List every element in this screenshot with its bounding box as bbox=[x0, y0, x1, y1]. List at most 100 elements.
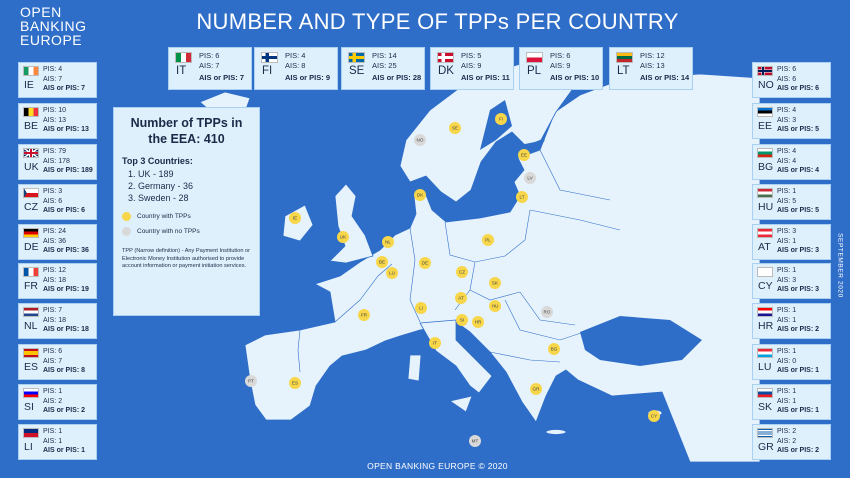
marker-code: DK bbox=[417, 193, 424, 198]
stat-label: AIS: bbox=[777, 116, 791, 124]
country-marker bbox=[449, 122, 461, 134]
marker-code: BE bbox=[379, 260, 385, 265]
country-marker bbox=[495, 113, 507, 125]
country-card: LT PIS: 12 AIS: 13 AIS or PIS: 14 bbox=[609, 47, 693, 90]
stat-value: 10 bbox=[58, 107, 66, 114]
stat-line: PIS: 6 bbox=[199, 51, 219, 60]
stat-value: 36 bbox=[58, 237, 66, 245]
marker-code: DE bbox=[422, 261, 428, 266]
flag bbox=[23, 228, 39, 238]
country-code: LI bbox=[24, 441, 33, 453]
stat-line: AIS: 6 bbox=[777, 76, 796, 83]
flag bbox=[757, 188, 773, 198]
stat-label: AIS: bbox=[43, 116, 57, 124]
country-marker bbox=[541, 306, 553, 318]
stat-line: AIS or PIS: 14 bbox=[640, 73, 689, 82]
stat-label: AIS: bbox=[43, 197, 57, 205]
stat-label: PIS: bbox=[777, 267, 791, 274]
stat-line: AIS or PIS: 8 bbox=[43, 367, 85, 374]
stat-line: AIS: 0 bbox=[777, 358, 796, 365]
legend-label: Country with TPPs bbox=[137, 213, 191, 220]
country-code: GR bbox=[758, 441, 774, 453]
stat-label: PIS: bbox=[285, 51, 300, 60]
stat-line: AIS: 7 bbox=[43, 76, 62, 83]
marker-code: IT bbox=[433, 341, 437, 346]
stat-value: 1 bbox=[792, 267, 797, 274]
stat-value: 3 bbox=[815, 247, 820, 254]
stat-value: 25 bbox=[388, 61, 397, 70]
legend-swatch bbox=[122, 212, 131, 221]
country-code: EE bbox=[758, 120, 773, 132]
summary-heading: Number of TPPs in the EEA: 410 bbox=[130, 116, 243, 146]
country-marker bbox=[245, 375, 257, 387]
stat-label: AIS or PIS: bbox=[777, 85, 814, 92]
country-marker bbox=[386, 267, 398, 279]
stat-value: 6 bbox=[58, 348, 63, 355]
stat-label: PIS: bbox=[777, 428, 791, 435]
stat-value: 9 bbox=[477, 61, 482, 70]
stat-label: AIS: bbox=[199, 61, 214, 70]
marker-code: ES bbox=[292, 381, 298, 386]
country-code: FR bbox=[24, 280, 38, 292]
stat-line: AIS: 7 bbox=[43, 358, 62, 365]
stat-line: PIS: 4 bbox=[285, 51, 305, 60]
stat-label: PIS: bbox=[43, 228, 57, 235]
stat-value: 178 bbox=[58, 157, 70, 165]
stat-line: PIS: 10 bbox=[43, 107, 66, 114]
stat-value: 6 bbox=[215, 51, 220, 60]
stat-label: AIS or PIS: bbox=[777, 367, 814, 374]
country-code: IT bbox=[176, 65, 187, 77]
top-title: Top 3 Countries: bbox=[122, 156, 193, 166]
crete bbox=[545, 429, 567, 435]
country-code: FI bbox=[262, 65, 273, 77]
stat-line: AIS: 13 bbox=[640, 61, 665, 70]
country-marker bbox=[518, 149, 530, 161]
stat-label: PIS: bbox=[640, 51, 655, 60]
stat-line: AIS or PIS: 2 bbox=[43, 407, 85, 414]
country-marker bbox=[456, 266, 468, 278]
stat-line: AIS: 2 bbox=[43, 398, 62, 405]
stat-line: AIS or PIS: 1 bbox=[777, 407, 819, 414]
stat-label: PIS: bbox=[777, 148, 791, 155]
stat-line: PIS: 24 bbox=[43, 228, 66, 235]
stat-line: PIS: 2 bbox=[777, 428, 796, 435]
stat-label: AIS or PIS: bbox=[43, 367, 80, 374]
country-code: BE bbox=[24, 120, 39, 132]
stat-line: AIS: 13 bbox=[43, 117, 66, 124]
stat-line: PIS: 7 bbox=[43, 307, 62, 314]
marker-code: SE bbox=[452, 126, 458, 131]
stat-label: AIS or PIS: bbox=[640, 73, 679, 82]
stat-value: 14 bbox=[388, 51, 397, 60]
flag bbox=[437, 52, 454, 63]
flag bbox=[23, 188, 39, 198]
flag bbox=[23, 307, 39, 317]
stat-label: PIS: bbox=[777, 188, 791, 195]
country-card: CZ PIS: 3 AIS: 6 AIS or PIS: 6 bbox=[18, 184, 97, 220]
country-card: NO PIS: 6 AIS: 6 AIS or PIS: 6 bbox=[752, 62, 831, 98]
stat-label: AIS: bbox=[43, 397, 57, 405]
footer: OPEN BANKING EUROPE © 2020 bbox=[367, 461, 508, 471]
stat-label: AIS: bbox=[550, 61, 565, 70]
stat-value: 8 bbox=[301, 61, 306, 70]
stat-label: AIS or PIS: bbox=[43, 326, 80, 333]
stat-value: 3 bbox=[792, 116, 797, 124]
stat-label: PIS: bbox=[777, 348, 791, 355]
marker-code: LT bbox=[519, 195, 524, 200]
stat-line: AIS: 7 bbox=[199, 61, 219, 70]
stat-label: AIS: bbox=[43, 157, 57, 165]
stat-value: 6 bbox=[792, 75, 797, 83]
stat-value: 5 bbox=[815, 126, 820, 133]
country-code: LT bbox=[617, 65, 630, 77]
stat-value: 11 bbox=[501, 73, 510, 82]
country-code: DK bbox=[438, 65, 454, 77]
stat-line: AIS: 1 bbox=[777, 317, 796, 324]
stat-value: 4 bbox=[58, 66, 63, 73]
stat-label: AIS or PIS: bbox=[43, 407, 80, 414]
stat-line: AIS or PIS: 7 bbox=[199, 73, 244, 82]
country-marker bbox=[429, 337, 441, 349]
top-item: Sweden - 28 bbox=[138, 192, 251, 204]
marker-code: CY bbox=[651, 414, 657, 419]
stat-line: AIS: 18 bbox=[43, 317, 66, 324]
marker-code: NO bbox=[417, 138, 424, 143]
stat-label: AIS or PIS: bbox=[43, 247, 80, 254]
